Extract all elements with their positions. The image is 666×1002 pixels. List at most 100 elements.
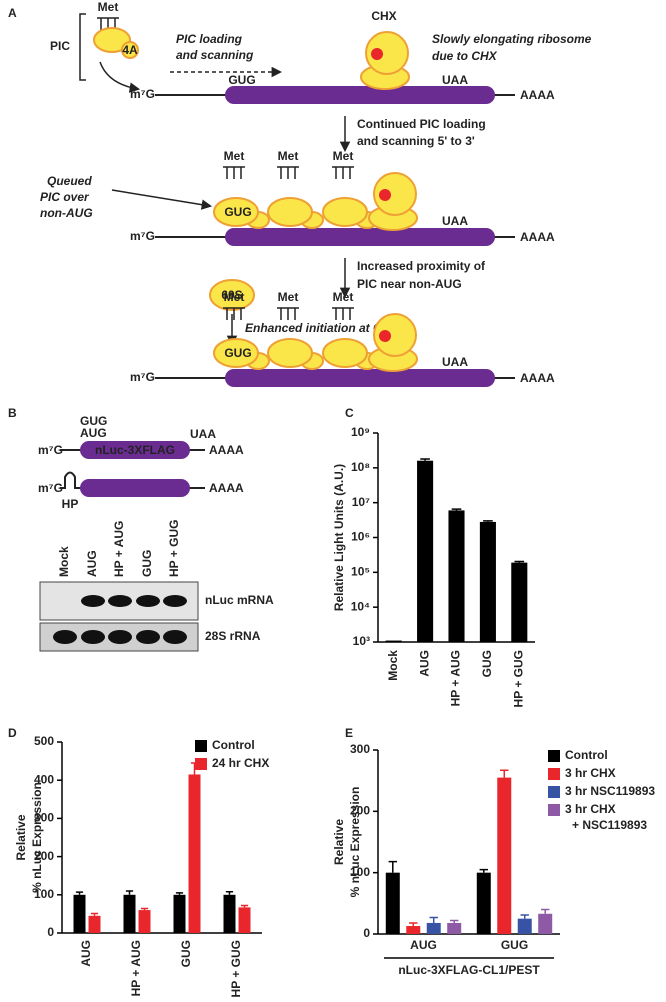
- legend-swatch: [195, 758, 207, 770]
- bar: [448, 510, 465, 642]
- legend-swatch: [548, 786, 560, 798]
- legend-label: 3 hr CHX: [565, 766, 616, 780]
- y-tick-label: 0: [363, 926, 370, 940]
- x-tick-label: AUG: [79, 940, 93, 967]
- panel-label: B: [8, 406, 17, 420]
- error-bar: [75, 891, 84, 895]
- poly-a: AAAA: [520, 88, 555, 102]
- label: Slowly elongating ribosome: [432, 32, 592, 46]
- label: m⁷G: [38, 481, 63, 495]
- bar: [426, 922, 441, 934]
- met: Met: [278, 149, 299, 163]
- label: m⁷G: [38, 443, 63, 457]
- label: AAAA: [209, 481, 244, 495]
- label: PIC loading: [176, 32, 243, 46]
- x-tick-label: GUG: [179, 940, 193, 967]
- arrow: [99, 61, 141, 93]
- legend-line: 3 hr CHX: [565, 802, 616, 816]
- error-bar: [175, 892, 184, 895]
- bar: [385, 872, 400, 934]
- hairpin: [60, 471, 205, 489]
- bar: [517, 918, 532, 934]
- label: GUG: [224, 346, 251, 360]
- bar: [417, 460, 434, 642]
- x-tick-label: HP + AUG: [129, 940, 143, 996]
- pic: [213, 338, 259, 368]
- label: 4A: [122, 43, 138, 57]
- label: Enhanced initiation at GUG: [245, 321, 400, 335]
- panel-label: C: [345, 406, 354, 420]
- label: UAA: [190, 427, 216, 441]
- met: Met: [333, 290, 354, 304]
- error-bar: [514, 560, 525, 563]
- poly-a: AAAA: [520, 371, 555, 385]
- y-axis-label: % nLuc Expression: [348, 787, 362, 898]
- trna: [277, 166, 299, 179]
- pic: [93, 27, 131, 53]
- y-tick-label: 100: [350, 865, 370, 879]
- legend-line: + NSC119893: [572, 818, 647, 832]
- lane-label: Mock: [57, 546, 71, 577]
- label: non-AUG: [40, 206, 93, 220]
- error-bar: [520, 914, 529, 919]
- lane-label: GUG: [140, 550, 154, 577]
- y-tick-label: 200: [34, 849, 54, 863]
- label: nLuc mRNA: [205, 593, 274, 607]
- band: [108, 595, 132, 607]
- x-tick-label: HP + GUG: [229, 940, 243, 997]
- error-bar: [140, 907, 149, 911]
- poly-a: AAAA: [520, 230, 555, 244]
- bar: [73, 894, 86, 933]
- subunit-60s: [209, 279, 255, 311]
- label: Increased proximity of: [357, 259, 486, 273]
- y-tick-label: 10⁷: [352, 495, 370, 509]
- y-axis-label: Relative: [332, 819, 346, 865]
- label: 28S rRNA: [205, 629, 261, 643]
- x-tick-label: GUG: [480, 650, 494, 677]
- label: Queued: [47, 174, 92, 188]
- cap: m⁷G: [130, 87, 155, 101]
- label: PIC near non-AUG: [357, 277, 462, 291]
- bar: [476, 872, 491, 934]
- pic: [322, 197, 368, 227]
- label: UAA: [442, 73, 468, 87]
- error-bar: [225, 890, 234, 895]
- label: UAA: [442, 355, 468, 369]
- label: GUG: [228, 73, 255, 87]
- y-tick-label: 200: [350, 804, 370, 818]
- x-tick-label: GUG: [501, 938, 528, 952]
- x-tick-label: HP + AUG: [449, 650, 463, 706]
- legend-label: 3 hr NSC119893: [565, 784, 655, 798]
- error-bar: [429, 916, 438, 923]
- label: AAAA: [209, 443, 244, 457]
- y-tick-label: 10⁵: [351, 565, 370, 579]
- band: [136, 630, 160, 644]
- ribosome-large: [373, 313, 417, 357]
- met: Met: [278, 290, 299, 304]
- y-tick-label: 10⁹: [351, 425, 370, 439]
- arrow: [111, 189, 213, 210]
- y-tick-label: 100: [34, 887, 54, 901]
- y-axis-label: % nLuc Expression: [30, 782, 44, 893]
- label: GUG: [80, 414, 107, 428]
- bar: [447, 922, 462, 934]
- bar: [223, 894, 236, 933]
- error-bar: [240, 904, 249, 908]
- x-tick-label: AUG: [417, 650, 431, 677]
- pic: [213, 197, 259, 227]
- error-bar: [541, 908, 550, 914]
- label: Continued PIC loading: [357, 117, 486, 131]
- label: nLuc-3XFLAG: [95, 443, 175, 457]
- lane-label: AUG: [85, 550, 99, 577]
- lane-label: HP + AUG: [112, 521, 126, 577]
- bar: [479, 521, 496, 642]
- bracket: [79, 13, 86, 81]
- cap: m⁷G: [130, 229, 155, 243]
- trna: [97, 17, 119, 30]
- label: PIC over: [40, 190, 90, 204]
- y-tick-label: 10⁸: [351, 460, 370, 474]
- y-tick-label: 400: [34, 772, 54, 786]
- trna: [332, 307, 354, 320]
- bar: [138, 910, 151, 933]
- bar: [173, 894, 186, 933]
